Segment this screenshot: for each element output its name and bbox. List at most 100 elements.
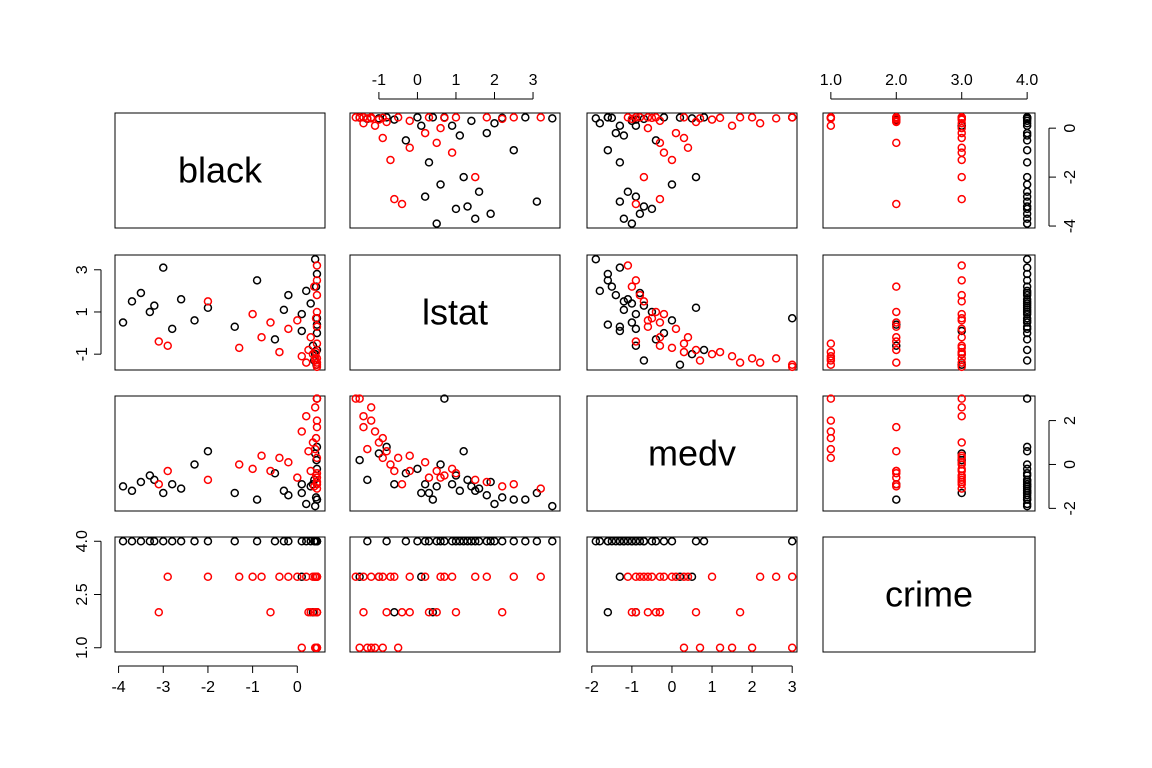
point — [957, 261, 966, 270]
point — [284, 458, 293, 467]
point — [279, 305, 289, 315]
x-tick-label: 2 — [490, 72, 499, 89]
x-tick-label: 1 — [452, 72, 461, 89]
point — [957, 324, 966, 334]
x-tick-label: -4 — [111, 679, 125, 696]
point — [675, 360, 685, 369]
point — [405, 451, 414, 460]
point — [447, 572, 457, 582]
point — [509, 495, 519, 504]
point — [355, 455, 364, 465]
point — [536, 572, 545, 582]
panel-frame — [822, 536, 1036, 653]
point — [707, 115, 717, 124]
point — [707, 572, 717, 582]
point — [474, 484, 484, 493]
x-tick-label: 4.0 — [1016, 72, 1038, 89]
point — [312, 479, 322, 489]
point — [715, 347, 725, 357]
point — [509, 572, 519, 582]
point — [957, 148, 966, 157]
point — [787, 113, 797, 122]
point — [1022, 263, 1032, 272]
point — [735, 607, 745, 617]
point — [270, 469, 280, 478]
panel-frame — [586, 536, 798, 653]
point — [424, 113, 434, 122]
point — [695, 643, 705, 652]
variable-label: medv — [648, 433, 736, 474]
point — [440, 113, 449, 123]
point — [643, 113, 653, 122]
panel-frame — [822, 254, 1036, 371]
point — [436, 180, 445, 189]
point — [532, 197, 542, 206]
point — [145, 307, 155, 317]
point — [159, 263, 168, 272]
point — [359, 411, 368, 421]
point — [136, 477, 146, 487]
point — [447, 479, 457, 489]
point — [659, 309, 669, 319]
point — [230, 537, 239, 546]
point — [310, 537, 319, 546]
point — [603, 537, 613, 546]
point — [355, 572, 364, 582]
y-tick-label: 2 — [1062, 416, 1079, 425]
point — [467, 537, 476, 546]
point — [234, 343, 244, 353]
point — [159, 488, 168, 498]
point — [420, 192, 430, 201]
point — [284, 290, 293, 300]
point — [490, 499, 499, 509]
point — [595, 537, 605, 546]
point — [631, 199, 641, 209]
point — [312, 358, 322, 367]
point — [279, 486, 289, 496]
point — [308, 438, 318, 447]
point — [306, 299, 315, 308]
point — [275, 572, 284, 582]
point — [470, 172, 480, 182]
point — [826, 416, 836, 425]
point — [1022, 119, 1032, 128]
point — [366, 572, 376, 582]
point — [635, 290, 645, 300]
point — [787, 362, 797, 372]
point — [1022, 499, 1032, 509]
point — [627, 299, 637, 308]
point — [691, 537, 701, 546]
point — [671, 324, 681, 334]
point — [312, 290, 322, 300]
point — [301, 572, 311, 582]
point — [486, 537, 495, 546]
x-tick-label: 0 — [668, 679, 677, 696]
point — [615, 326, 625, 336]
y-tick-label: -4 — [1062, 219, 1079, 233]
point — [603, 320, 613, 329]
point — [150, 301, 159, 310]
point — [623, 187, 633, 197]
point — [619, 214, 629, 223]
point — [699, 537, 709, 546]
point — [957, 488, 966, 498]
point — [405, 572, 414, 582]
point — [635, 209, 645, 219]
point — [378, 133, 388, 143]
point — [459, 447, 468, 456]
point — [639, 356, 649, 365]
point — [611, 537, 621, 546]
point — [301, 286, 311, 296]
point — [440, 394, 449, 403]
point — [615, 263, 625, 272]
point — [1022, 282, 1032, 291]
point — [397, 607, 407, 617]
point — [787, 643, 797, 652]
panel-frame — [114, 254, 326, 371]
point — [747, 113, 757, 122]
y-tick-label: 4.0 — [74, 530, 91, 552]
x-tick-label: -3 — [156, 679, 170, 696]
point — [366, 114, 376, 123]
point — [667, 343, 677, 353]
